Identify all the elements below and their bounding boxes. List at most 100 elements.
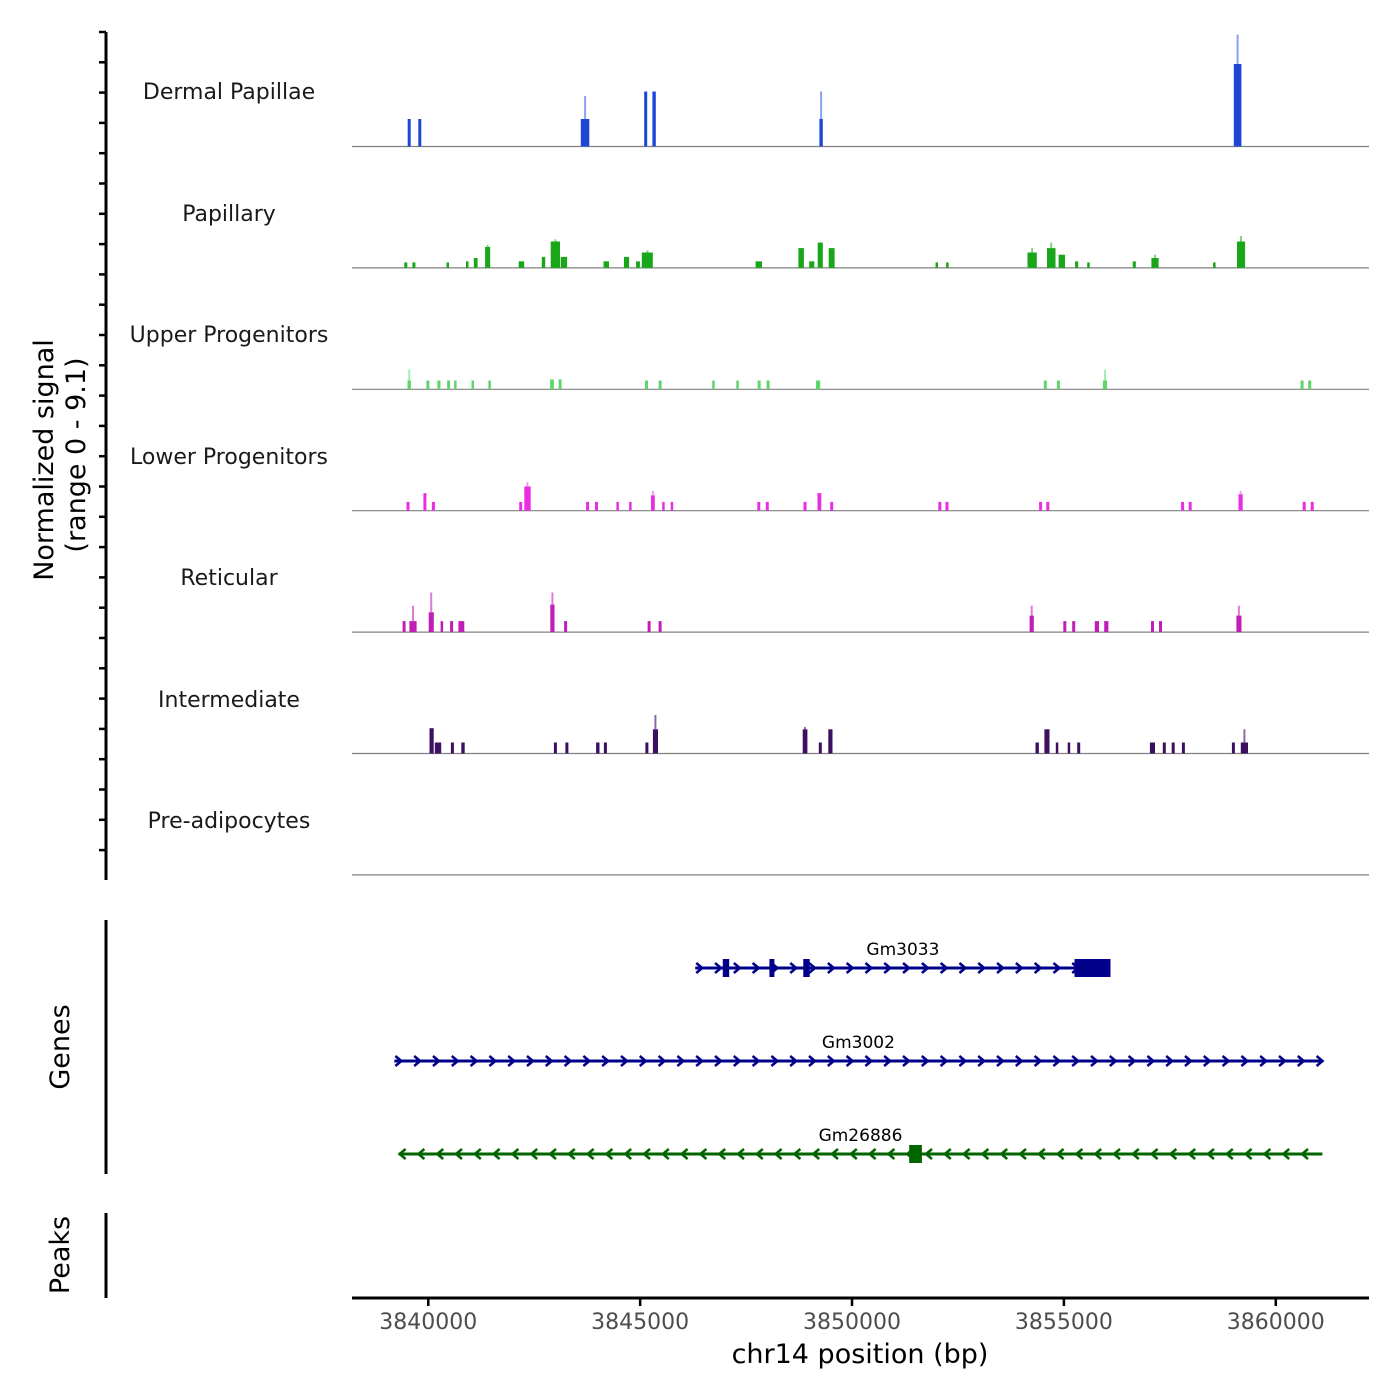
track-label-reticular: Reticular [180,566,278,591]
coverage-peak [1027,252,1037,268]
track-label-dermal-papillae: Dermal Papillae [143,80,315,105]
strand-arrow [604,1148,614,1160]
coverage-peak [404,262,408,268]
gene-exon [1074,959,1111,977]
coverage-peak-spike [486,244,489,247]
strand-arrow [830,1148,839,1160]
strand-arrow [883,1055,893,1067]
coverage-peak [550,241,560,268]
coverage-peak [1055,742,1059,754]
coverage-peak [429,728,434,754]
strand-arrow [1014,1055,1024,1067]
strand-arrow [867,1148,877,1160]
gene-gm26886: Gm26886 [397,1126,1323,1163]
strand-arrow [435,1148,445,1160]
strand-arrow [585,1148,595,1160]
strand-arrow [732,1055,742,1067]
strand-arrow [1281,1148,1291,1160]
coverage-peak [1151,621,1154,633]
strand-arrow [902,962,911,974]
coverage-peak [431,501,435,511]
strand-arrow [657,1055,667,1067]
track-reticular [352,592,1369,633]
strand-arrow [544,1055,554,1067]
strand-arrow [507,1055,517,1067]
coverage-peak [1044,729,1050,754]
strand-arrow [620,1055,629,1067]
gene-exon [909,1145,922,1163]
track-upper-progenitors [352,369,1369,390]
coverage-peak-spike [1237,605,1240,616]
coverage-peak-spike [408,369,411,381]
coverage-peak-spike [1030,605,1033,616]
strand-arrow [789,1055,799,1067]
strand-arrow [488,1055,498,1067]
x-tick-label: 3845000 [591,1310,689,1335]
coverage-peak [817,493,822,511]
coverage-peak [1043,380,1047,390]
coverage-peak [1029,615,1034,633]
strand-arrow [1130,1148,1140,1160]
coverage-peak-spike [1104,369,1106,381]
coverage-peak [938,501,942,511]
strand-arrow [676,1055,686,1067]
coverage-peak [828,248,835,268]
coverage-peak-spike [526,482,529,487]
strand-arrow [529,1148,539,1160]
strand-arrow [1243,1148,1253,1160]
coverage-peak [428,612,434,633]
strand-arrow [714,962,723,974]
coverage-peak [819,119,823,147]
coverage-peak [434,742,442,754]
coverage-peak [518,261,525,268]
coverage-peak-spike [412,605,414,622]
track-intermediate [352,715,1369,755]
strand-arrow [397,1148,407,1160]
coverage-peak [595,501,598,511]
coverage-peak-spike [804,727,806,730]
coverage-peak [641,252,653,268]
strand-arrow [1052,962,1062,974]
strand-arrow [601,1055,611,1067]
strand-arrow [510,1148,520,1160]
gene-track: Gm3033 Gm3002 Gm26886 [394,940,1325,1163]
coverage-peak [1075,261,1079,268]
coverage-peak [935,262,938,268]
gene-label: Gm26886 [819,1126,903,1146]
strand-arrow [472,1148,482,1160]
strand-arrow [1296,1055,1306,1067]
coverage-peak [817,242,823,268]
strand-arrow [1315,1055,1325,1067]
strand-arrow [883,962,893,974]
coverage-peak [828,729,833,754]
strand-arrow [733,962,742,974]
coverage-peak [766,380,770,390]
x-tick-label: 3850000 [803,1310,901,1335]
coverage-peak [488,380,491,390]
coverage-peak [446,262,449,268]
strand-arrow [939,962,949,974]
track-label-upper-progenitors: Upper Progenitors [130,323,329,348]
strand-arrow [1036,1148,1046,1160]
gene-gm3002: Gm3002 [394,1033,1325,1067]
strand-arrow [902,1055,911,1067]
strand-arrow [1224,1148,1234,1160]
coverage-peak [816,380,821,390]
gene-exon [769,959,775,977]
strand-arrow [864,1055,874,1067]
coverage-peak [1236,615,1242,633]
strand-arrow [1149,1148,1159,1160]
strand-arrow [736,1148,745,1160]
coverage-peak-spike [551,592,554,605]
coverage-peak-spike [820,91,823,119]
coverage-peak-spike [554,239,557,242]
coverage-peak [1302,501,1306,511]
strand-arrow [1259,1055,1269,1067]
strand-arrow [526,1055,535,1067]
strand-arrow [1146,1055,1156,1067]
x-axis-title: chr14 position (bp) [732,1339,989,1370]
strand-arrow [566,1148,576,1160]
coverage-peak [406,501,410,511]
coverage-peak-spike [646,250,649,253]
